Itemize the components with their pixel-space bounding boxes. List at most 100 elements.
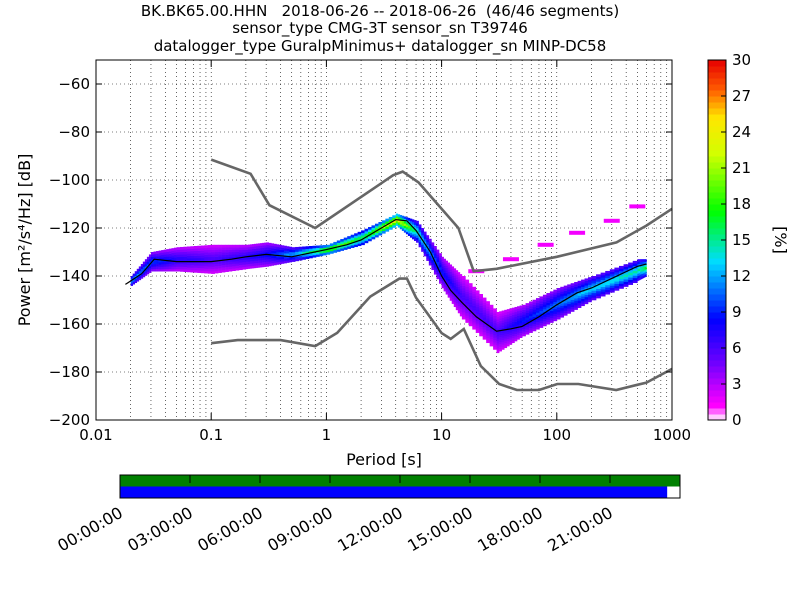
psd-cell — [475, 330, 480, 333]
psd-cell — [204, 252, 209, 255]
psd-cell — [504, 333, 508, 337]
psd-cell — [416, 232, 419, 236]
psd-cell — [509, 315, 513, 319]
psd-cell — [322, 250, 327, 253]
psd-cell — [475, 320, 480, 324]
psd-cell — [397, 219, 401, 223]
psd-cell — [539, 320, 544, 324]
psd-cell — [146, 259, 150, 263]
psd-cell — [228, 256, 233, 260]
psd-cell — [268, 249, 272, 253]
psd-cell — [423, 246, 427, 250]
psd-cell — [639, 263, 641, 267]
psd-cell — [596, 281, 601, 285]
psd-cell — [315, 247, 320, 251]
colorbar-segment — [708, 312, 726, 319]
psd-cell — [549, 317, 554, 321]
psd-cell — [163, 249, 167, 253]
psd-cell — [256, 260, 259, 264]
psd-cell — [418, 226, 422, 230]
psd-cell — [449, 283, 453, 287]
colorbar-segment — [708, 288, 726, 295]
psd-cell — [475, 325, 480, 329]
psd-cell — [489, 307, 494, 310]
psd-cell — [207, 259, 212, 262]
psd-cell — [238, 262, 243, 266]
psd-cell — [614, 269, 620, 273]
psd-cell — [401, 228, 405, 231]
psd-cell — [519, 312, 523, 316]
colorbar-segment — [708, 378, 726, 385]
psd-cell — [221, 269, 226, 273]
psd-cell — [186, 267, 191, 270]
psd-cell — [493, 332, 497, 336]
psd-cell — [357, 236, 362, 240]
psd-cell — [439, 255, 442, 259]
psd-cell — [411, 221, 415, 225]
psd-cell — [235, 260, 240, 264]
psd-cell — [405, 229, 409, 232]
psd-cell — [441, 261, 444, 265]
psd-cell — [262, 247, 265, 251]
colorbar-segment — [708, 366, 726, 373]
psd-cell — [443, 288, 446, 292]
psd-cell — [336, 249, 341, 252]
psd-cell — [465, 310, 470, 314]
psd-cell — [204, 261, 209, 265]
psd-cell — [499, 330, 502, 333]
colorbar-segment — [708, 300, 726, 307]
psd-cell — [499, 325, 502, 328]
psd-cell — [546, 302, 551, 306]
psd-cell — [214, 270, 219, 274]
psd-cell — [445, 267, 448, 271]
psd-cell — [364, 240, 369, 244]
psd-cell — [207, 252, 212, 255]
psd-cell — [262, 254, 265, 258]
psd-cell — [468, 314, 473, 317]
psd-cell — [563, 307, 568, 311]
psd-cell — [249, 263, 253, 267]
psd-cell — [556, 288, 561, 291]
psd-cell — [522, 304, 526, 308]
psd-cell — [403, 227, 407, 231]
psd-cell — [588, 296, 592, 300]
psd-cell — [486, 332, 490, 336]
psd-cell — [581, 286, 585, 290]
psd-cell — [266, 264, 270, 267]
psd-cell — [596, 295, 601, 299]
psd-cell — [443, 286, 446, 290]
psd-cell — [489, 324, 494, 327]
psd-cell — [218, 256, 222, 260]
psd-cell — [529, 303, 533, 307]
psd-cell — [501, 312, 505, 316]
psd-cell — [428, 262, 432, 266]
psd-cell — [176, 247, 181, 250]
psd-cell — [443, 277, 446, 280]
psd-cell — [146, 256, 150, 260]
psd-cell — [632, 268, 638, 271]
psd-cell — [242, 257, 247, 260]
psd-cell — [211, 254, 215, 258]
psd-cell — [319, 250, 324, 254]
psd-cell — [465, 281, 470, 285]
psd-cell — [158, 268, 162, 272]
psd-cell — [553, 296, 558, 300]
psd-cell — [455, 274, 459, 278]
psd-cell — [447, 262, 451, 266]
psd-cell — [315, 245, 320, 249]
psd-cell — [489, 314, 494, 318]
psd-cell — [441, 273, 444, 277]
psd-cell — [457, 272, 461, 275]
psd-cell — [447, 288, 451, 291]
psd-cell — [433, 267, 437, 270]
psd-cell — [457, 284, 461, 287]
psd-cell — [493, 325, 497, 329]
psd-cell — [322, 247, 327, 251]
psd-cell — [374, 225, 379, 229]
psd-cell — [517, 310, 520, 314]
colorbar-segment — [708, 132, 726, 139]
psd-cell — [158, 262, 162, 265]
psd-cell — [242, 261, 247, 265]
psd-cell — [405, 226, 409, 230]
